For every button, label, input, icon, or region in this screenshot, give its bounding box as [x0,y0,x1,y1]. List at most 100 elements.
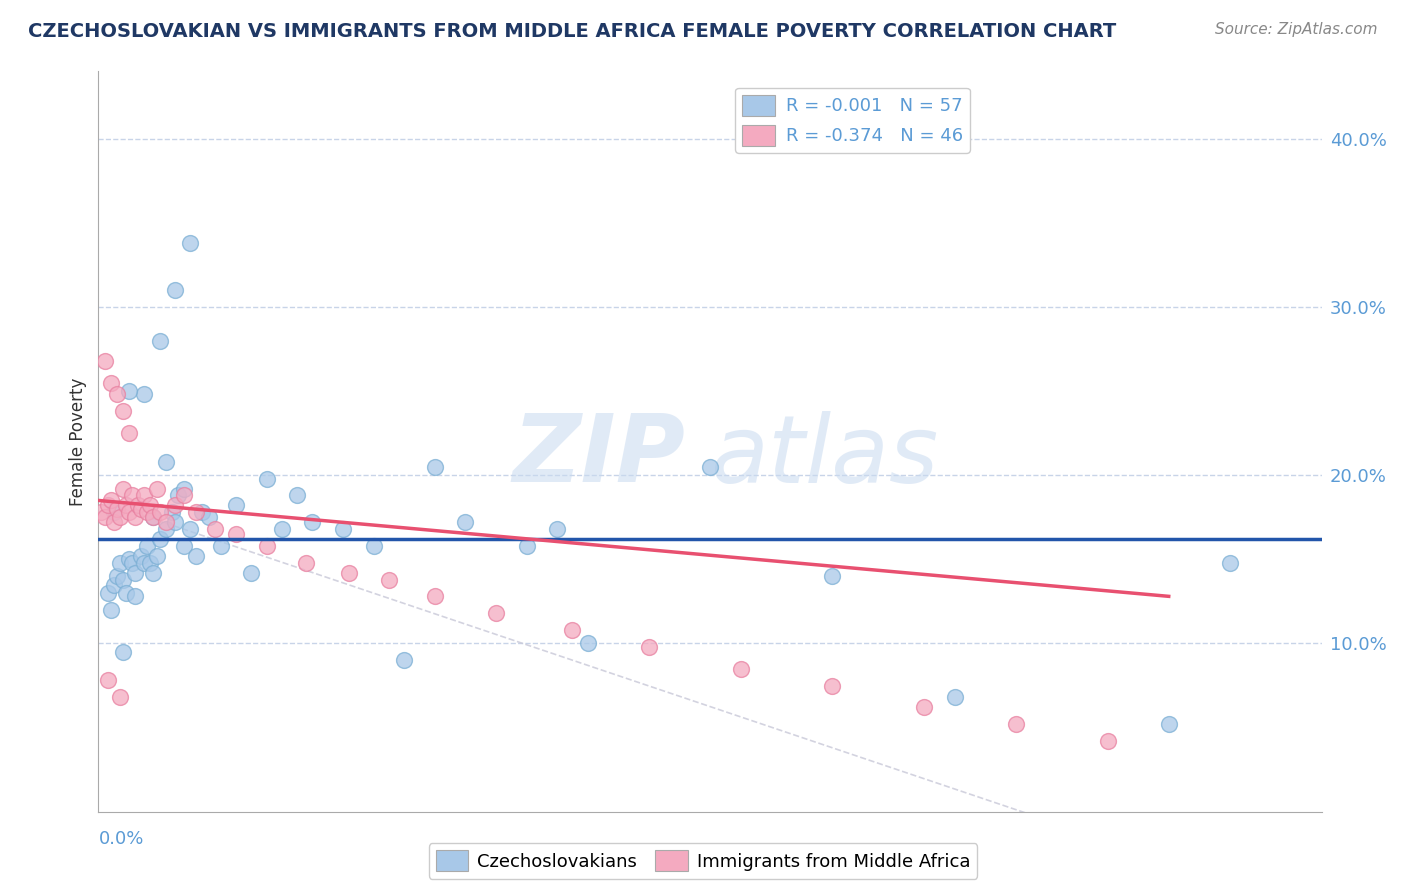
Point [111,573,134,587]
Point [943,690,966,705]
Point [546,522,568,536]
Point [139,556,162,570]
Point [93,510,115,524]
Point [209,539,232,553]
Point [127,499,149,513]
Point [392,653,416,667]
Point [423,459,446,474]
Point [105,501,128,516]
Point [1097,734,1119,748]
Point [730,662,752,676]
Point [363,539,385,553]
Point [270,522,292,536]
Point [105,569,128,583]
Point [97,673,120,688]
Point [256,471,278,485]
Point [124,566,146,580]
Point [145,482,167,496]
Point [163,499,186,513]
Point [378,573,401,587]
Point [485,606,508,620]
Point [256,539,278,553]
Point [142,510,165,524]
Text: CZECHOSLOVAKIAN VS IMMIGRANTS FROM MIDDLE AFRICA FEMALE POVERTY CORRELATION CHAR: CZECHOSLOVAKIAN VS IMMIGRANTS FROM MIDDL… [28,22,1116,41]
Point [149,505,172,519]
Point [121,488,143,502]
Point [149,532,172,546]
Point [821,569,844,583]
Point [191,505,214,519]
Point [240,566,263,580]
Point [576,636,599,650]
Point [637,640,661,654]
Point [136,505,159,519]
Point [454,516,477,530]
Point [93,353,115,368]
Y-axis label: Female Poverty: Female Poverty [69,377,87,506]
Point [821,679,844,693]
Point [103,505,125,519]
Point [100,603,122,617]
Legend: Czechoslovakians, Immigrants from Middle Africa: Czechoslovakians, Immigrants from Middle… [429,843,977,879]
Text: 0.0%: 0.0% [98,830,143,848]
Point [111,404,134,418]
Point [142,566,165,580]
Point [155,516,177,530]
Text: Source: ZipAtlas.com: Source: ZipAtlas.com [1215,22,1378,37]
Point [118,505,141,519]
Point [118,552,141,566]
Point [103,516,125,530]
Point [225,499,247,513]
Point [186,549,208,563]
Point [145,549,167,563]
Point [139,499,162,513]
Point [295,556,318,570]
Legend: R = -0.001   N = 57, R = -0.374   N = 46: R = -0.001 N = 57, R = -0.374 N = 46 [735,87,970,153]
Point [561,623,583,637]
Point [912,700,935,714]
Point [173,488,195,502]
Point [118,426,141,441]
Point [121,556,143,570]
Point [423,590,446,604]
Point [516,539,538,553]
Point [115,586,138,600]
Text: ZIP: ZIP [513,410,686,502]
Point [1219,556,1241,570]
Point [100,493,122,508]
Point [108,510,131,524]
Point [301,516,323,530]
Point [111,645,134,659]
Point [225,527,247,541]
Point [149,334,172,348]
Point [699,459,721,474]
Point [97,586,120,600]
Point [337,566,360,580]
Point [129,501,152,516]
Point [285,488,308,502]
Point [155,455,177,469]
Point [136,539,159,553]
Point [103,577,125,591]
Point [134,556,156,570]
Text: atlas: atlas [710,411,938,502]
Point [97,499,120,513]
Point [197,510,219,524]
Point [167,488,190,502]
Point [115,499,138,513]
Point [173,482,195,496]
Point [332,522,354,536]
Point [124,510,146,524]
Point [204,522,226,536]
Point [100,376,122,390]
Point [90,505,112,519]
Point [163,283,186,297]
Point [118,384,141,398]
Point [108,556,131,570]
Point [108,690,131,705]
Point [186,505,208,519]
Point [179,522,201,536]
Point [111,482,134,496]
Point [134,488,156,502]
Point [129,549,152,563]
